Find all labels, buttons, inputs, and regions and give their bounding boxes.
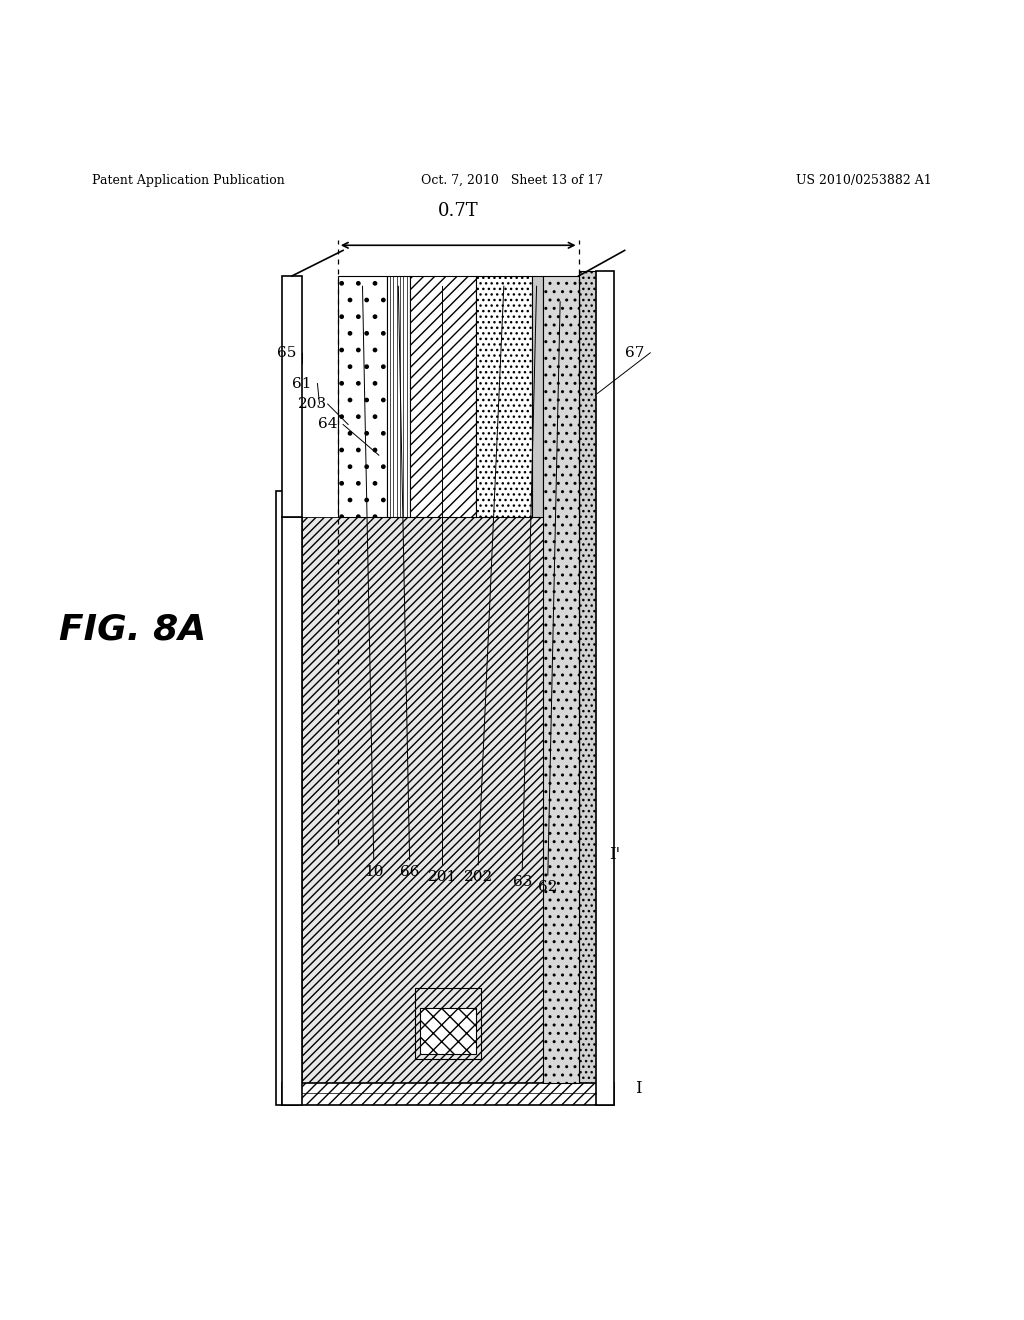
Text: 202: 202 <box>464 870 493 884</box>
Text: 201: 201 <box>428 870 457 884</box>
Bar <box>282 276 302 516</box>
Text: 62: 62 <box>538 880 558 894</box>
Text: Oct. 7, 2010   Sheet 13 of 17: Oct. 7, 2010 Sheet 13 of 17 <box>421 174 603 186</box>
Bar <box>387 276 410 516</box>
Bar <box>532 276 543 516</box>
Bar <box>410 276 476 516</box>
Text: 63: 63 <box>513 875 531 890</box>
Bar <box>282 516 302 1105</box>
Bar <box>420 1008 476 1055</box>
Text: 67: 67 <box>626 346 644 360</box>
Bar <box>596 271 614 1105</box>
Text: I: I <box>635 1080 641 1097</box>
Text: 66: 66 <box>399 865 420 879</box>
Bar <box>276 491 297 1105</box>
Bar <box>302 516 579 1082</box>
Bar <box>282 1082 614 1105</box>
Text: 64: 64 <box>317 417 338 432</box>
Text: 0.7T: 0.7T <box>438 202 478 219</box>
Text: I': I' <box>609 846 621 863</box>
Bar <box>476 276 532 516</box>
Bar <box>338 276 387 516</box>
Text: 203: 203 <box>298 397 327 411</box>
Text: 10: 10 <box>364 865 384 879</box>
Text: 61: 61 <box>292 376 312 391</box>
Text: US 2010/0253882 A1: US 2010/0253882 A1 <box>796 174 932 186</box>
Bar <box>579 271 597 1082</box>
Text: Patent Application Publication: Patent Application Publication <box>92 174 285 186</box>
Bar <box>543 276 579 1082</box>
Bar <box>415 987 481 1060</box>
Text: 65: 65 <box>278 346 296 360</box>
Text: FIG. 8A: FIG. 8A <box>59 612 207 647</box>
